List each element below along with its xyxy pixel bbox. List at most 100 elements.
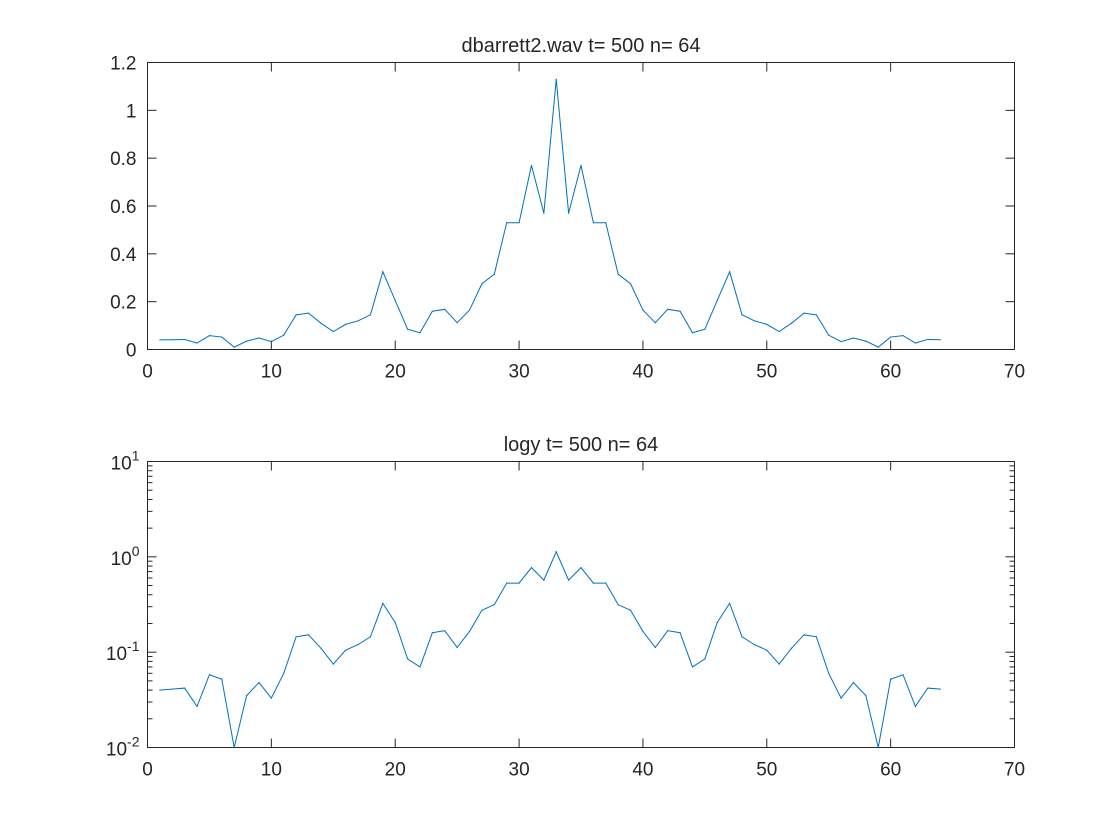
bottom-plot-data-point xyxy=(654,646,656,649)
bottom-plot-xtick-label: 50 xyxy=(756,760,777,781)
top-plot-xtick-label: 70 xyxy=(1004,362,1025,383)
top-plot-ytick-label: 0.2 xyxy=(110,293,136,314)
bottom-plot-ytick-exponent: -2 xyxy=(127,734,140,750)
top-plot-data-point xyxy=(295,314,297,316)
bottom-plot-data-point xyxy=(803,634,805,636)
bottom-plot-ytick-label: 10-1 xyxy=(106,638,140,665)
bottom-plot-xtick-label: 20 xyxy=(385,760,406,781)
top-plot-xtick-label: 30 xyxy=(509,362,530,383)
bottom-plot-title: logy t= 500 n= 64 xyxy=(504,434,659,456)
top-plot-axes-box xyxy=(147,62,1015,350)
top-plot-ytick-label: 1 xyxy=(126,101,137,122)
bottom-plot-data-point xyxy=(345,649,347,651)
top-plot-data-point xyxy=(431,310,433,312)
bottom-plot-data-point xyxy=(679,632,681,634)
top-plot-data-point xyxy=(691,332,694,334)
top-plot-data-point xyxy=(605,222,607,224)
bottom-plot-data-point xyxy=(865,695,867,697)
top-plot-data-point xyxy=(629,283,632,285)
top-plot-data-point xyxy=(642,309,644,311)
top-plot-xtick-label: 40 xyxy=(632,362,653,383)
top-plot-data-point xyxy=(493,273,495,275)
top-plot-points xyxy=(159,78,941,348)
bottom-plot-data-point xyxy=(307,634,310,636)
bottom-plot-data-point xyxy=(295,636,297,638)
top-plot-data-point xyxy=(654,322,656,324)
bottom-plot-data-point xyxy=(592,582,594,584)
top-plot-data-point xyxy=(741,314,743,316)
top-plot-data-point xyxy=(890,336,892,338)
top-plot-data-point xyxy=(580,164,582,166)
top-plot-data-point xyxy=(865,340,867,342)
top-plot-data-point xyxy=(729,271,731,273)
top-plot-data-point xyxy=(171,339,173,341)
top-plot-data-point xyxy=(369,314,372,316)
top-plot-data-point xyxy=(357,320,359,322)
top-plot-xtick-label: 0 xyxy=(142,362,153,383)
top-plot-data-point xyxy=(667,308,669,310)
top-plot-data-point xyxy=(592,222,594,224)
top-plot-data-point xyxy=(196,342,198,344)
bottom-plot-data-point xyxy=(877,746,879,749)
bottom-plot-data-point xyxy=(258,681,260,684)
bottom-plot-data-point xyxy=(852,681,855,684)
bottom-plot-data-point xyxy=(704,658,706,660)
bottom-plot-data-point xyxy=(530,567,533,569)
bottom-plot-ytick-base: 10 xyxy=(106,644,127,665)
bottom-plot-series-line xyxy=(159,550,941,748)
top-plot-series-line xyxy=(159,79,941,348)
bottom-plot-data-point xyxy=(407,658,409,660)
top-plot-data-point xyxy=(208,335,211,337)
top-plot-data-point xyxy=(419,332,421,334)
top-plot-ticks: 0 10 20 30 40 50 60 70 0 0.2 0.4 0.6 0.8 1 1.2 xyxy=(110,54,1025,383)
top-plot-data-point xyxy=(233,346,235,348)
top-plot-data-point xyxy=(468,309,471,311)
top-plot-data-point xyxy=(766,323,768,325)
top-plot-data-point xyxy=(221,336,223,338)
top-plot-data-point xyxy=(394,299,396,302)
bottom-plot-data-point xyxy=(518,582,520,584)
bottom-plot-data-point xyxy=(369,636,372,638)
bottom-plot-data-point xyxy=(840,697,842,699)
bottom-plot-data-point xyxy=(580,567,582,569)
top-plot-data-point xyxy=(828,334,830,336)
top-plot-data-point xyxy=(456,322,458,324)
top-plot-data-point xyxy=(927,338,929,341)
bottom-plot-data-point xyxy=(667,630,669,632)
top-plot-data-point xyxy=(407,328,409,330)
bottom-plot-data-point xyxy=(456,646,458,649)
bottom-plot-data-point xyxy=(382,602,384,604)
bottom-plot-ytick-label: 101 xyxy=(111,448,140,475)
top-plot-data-point xyxy=(617,273,619,275)
top-plot-data-point xyxy=(270,341,272,343)
bottom-plot-data-point xyxy=(543,579,545,581)
bottom-plot-data-point xyxy=(555,551,557,553)
bottom-plot-xtick-label: 10 xyxy=(261,760,282,781)
bottom-plot-data-point xyxy=(394,621,396,624)
bottom-plot-xtick-label: 60 xyxy=(880,760,901,781)
bottom-plot-data-point xyxy=(778,663,780,665)
bottom-plot-ytick-base: 10 xyxy=(106,740,127,761)
bottom-plot-data-point xyxy=(357,644,359,646)
bottom-plot-data-point xyxy=(629,609,632,611)
top-plot-data-point xyxy=(840,341,842,343)
bottom-plot-xtick-label: 70 xyxy=(1004,760,1025,781)
bottom-plot-data-point xyxy=(481,609,483,611)
bottom-plot-data-point xyxy=(729,602,731,604)
bottom-plot-ytick-label: 10-2 xyxy=(106,734,140,761)
bottom-plot-data-point xyxy=(691,666,694,668)
bottom-plot-ytick-base: 10 xyxy=(111,549,132,570)
top-plot-title: dbarrett2.wav t= 500 n= 64 xyxy=(461,35,700,57)
top-plot-data-point xyxy=(679,310,681,312)
bottom-plot-data-point xyxy=(245,695,248,697)
bottom-plot-xtick-label: 0 xyxy=(142,760,153,781)
top-plot-data-point xyxy=(555,78,557,80)
top-plot-ytick-label: 0.4 xyxy=(110,245,137,266)
top-plot-ytick-label: 0.6 xyxy=(110,197,136,218)
top-plot-data-point xyxy=(939,339,941,341)
bottom-plot-data-point xyxy=(914,705,917,707)
top-plot-data-point xyxy=(283,334,285,336)
top-plot-data-point xyxy=(753,320,756,322)
bottom-plot-data-point xyxy=(815,636,817,638)
top-plot-xtick-label: 10 xyxy=(261,362,282,383)
